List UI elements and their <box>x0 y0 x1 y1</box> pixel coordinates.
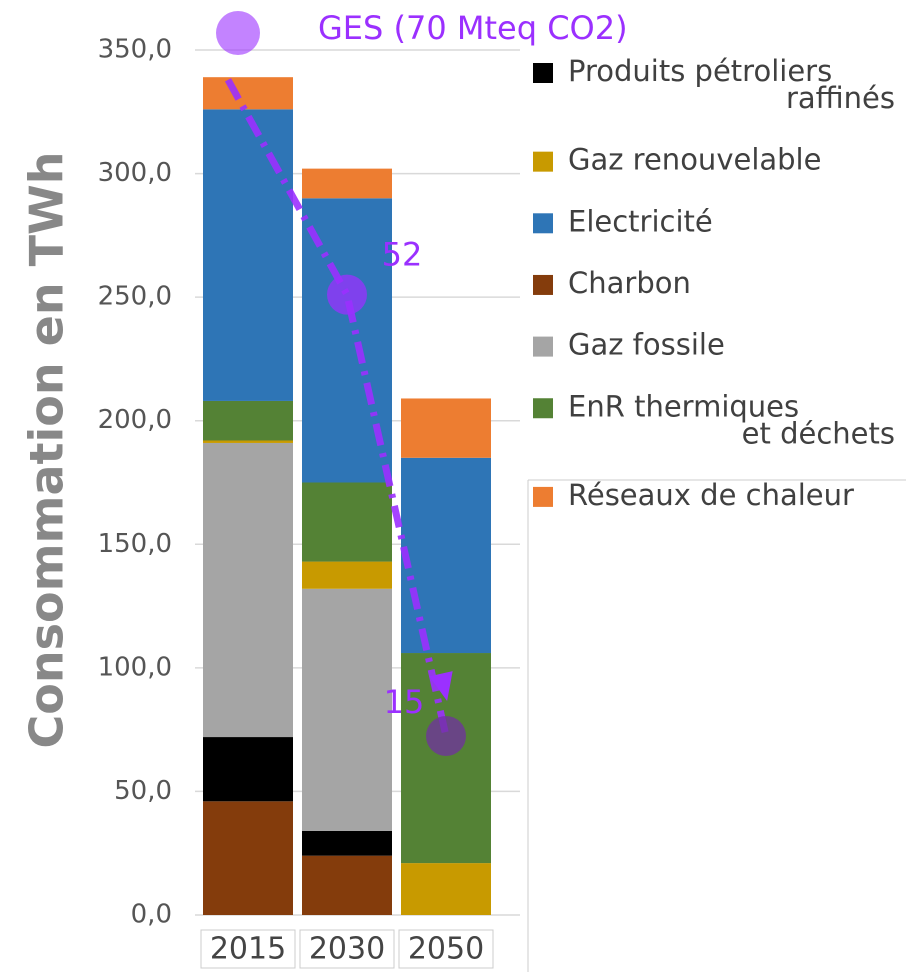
ges-legend-marker <box>216 11 260 55</box>
legend-label: Electricité <box>568 204 713 238</box>
bar-segment <box>203 400 293 441</box>
bar-segment <box>203 737 293 802</box>
x-tick-box <box>200 929 296 969</box>
ges-value-label: 15 <box>384 683 425 721</box>
y-tick-label: 100,0 <box>98 652 172 682</box>
bar-segment <box>401 457 491 654</box>
ges-arrow-head <box>429 671 453 702</box>
bar-segment <box>203 801 293 915</box>
legend-label-line: et déchets <box>742 416 895 450</box>
legend-label: EnR thermiques et déchets <box>568 389 895 450</box>
bar-segment <box>302 588 392 831</box>
y-tick-label: 150,0 <box>98 529 172 559</box>
bar-segment <box>302 561 392 589</box>
ges-point <box>327 274 367 315</box>
y-tick-label: 50,0 <box>114 776 172 806</box>
legend-swatch <box>533 151 553 172</box>
bar-segment <box>203 440 293 443</box>
x-tick-label: 2015 <box>210 932 286 967</box>
legend-label-line: Produits pétroliers <box>568 54 832 88</box>
bar-segment <box>302 855 392 915</box>
y-axis-title: Consommation en TWh <box>20 152 74 749</box>
ges-point <box>426 716 466 757</box>
legend-label: Produits pétroliers raffinés <box>568 54 895 115</box>
y-tick-label: 350,0 <box>98 35 172 65</box>
x-tick-box <box>299 929 395 969</box>
bar-segment <box>401 398 491 458</box>
y-tick-label: 0,0 <box>131 900 172 930</box>
y-tick-label: 200,0 <box>98 405 172 435</box>
y-tick-label: 250,0 <box>98 282 172 312</box>
legend-label: Charbon <box>568 266 691 300</box>
ges-value-label: 52 <box>382 236 423 274</box>
legend-swatch <box>533 486 553 507</box>
bar-segment <box>203 442 293 738</box>
legend-label: Gaz renouvelable <box>568 143 821 177</box>
bar-segment <box>302 830 392 856</box>
legend-frame <box>527 479 906 972</box>
legend-swatch <box>533 398 553 419</box>
ges-legend-label: GES (70 Mteq CO2) <box>318 9 628 47</box>
legend-label-line: EnR thermiques <box>568 389 799 423</box>
x-tick-box <box>398 929 494 969</box>
bar-segment <box>401 863 491 915</box>
legend-swatch <box>533 274 553 295</box>
legend-swatch <box>533 63 553 83</box>
legend-label-line: raffinés <box>786 81 895 115</box>
bar-segment <box>203 77 293 110</box>
legend-label: Gaz fossile <box>568 328 725 362</box>
legend-swatch <box>533 336 553 357</box>
bar-segment <box>302 482 392 562</box>
x-tick-label: 2050 <box>408 932 484 967</box>
bar-segment <box>302 168 392 199</box>
x-tick-label: 2030 <box>309 932 385 967</box>
legend-label: Réseaux de chaleur <box>568 478 854 512</box>
y-tick-label: 300,0 <box>98 158 172 188</box>
ges-arrow <box>224 78 450 737</box>
bar-segment <box>203 109 293 401</box>
legend-swatch <box>533 213 553 234</box>
